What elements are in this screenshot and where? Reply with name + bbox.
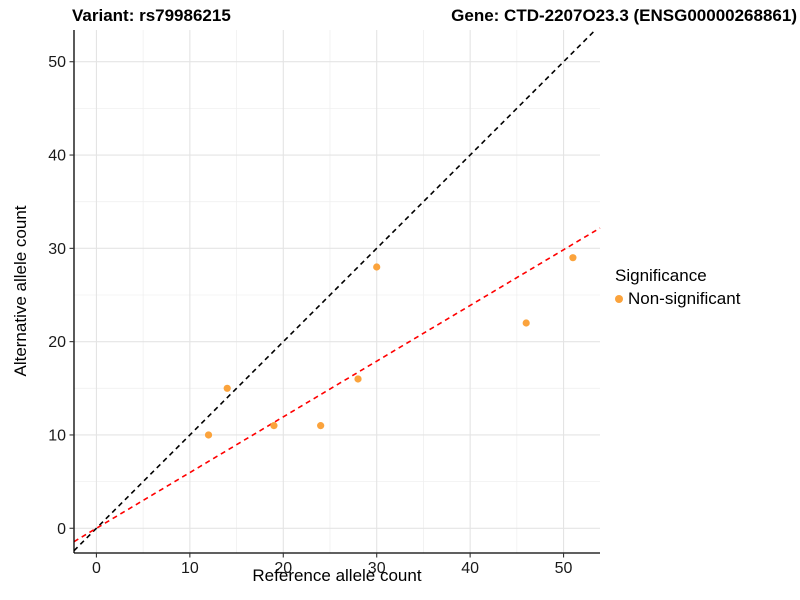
x-tick-label: 0 (92, 560, 101, 577)
x-axis-title: Reference allele count (252, 566, 422, 585)
data-point (522, 319, 530, 327)
y-tick-label: 50 (48, 54, 66, 71)
data-point (569, 254, 577, 262)
x-tick-label: 30 (368, 560, 386, 577)
plot-title-variant: Variant: rs79986215 (72, 6, 231, 25)
legend: Significance Non-significant (615, 266, 740, 309)
y-tick-label: 10 (48, 427, 66, 444)
x-tick-label: 20 (274, 560, 292, 577)
data-point (204, 431, 213, 439)
identity-line (73, 29, 596, 552)
y-tick-label: 30 (48, 241, 66, 258)
plot-title-gene: Gene: CTD-2207O23.3 (ENSG00000268861) (451, 6, 797, 25)
data-point (270, 422, 278, 430)
x-tick-label: 50 (555, 560, 573, 577)
data-point (373, 263, 381, 271)
legend-marker-icon (615, 295, 623, 303)
legend-title: Significance (615, 266, 707, 285)
data-point (354, 375, 362, 383)
x-tick-label: 40 (461, 560, 479, 577)
x-tick-label: 10 (181, 560, 199, 577)
y-tick-label: 40 (48, 148, 66, 165)
fit-line (73, 227, 601, 543)
y-axis-title: Alternative allele count (11, 205, 30, 377)
y-tick-label: 0 (57, 521, 66, 538)
y-tick-label: 20 (48, 334, 66, 351)
legend-item-label: Non-significant (628, 289, 741, 308)
data-point (223, 384, 231, 392)
legend-item-non-significant: Non-significant (615, 289, 740, 309)
data-point (317, 422, 325, 430)
